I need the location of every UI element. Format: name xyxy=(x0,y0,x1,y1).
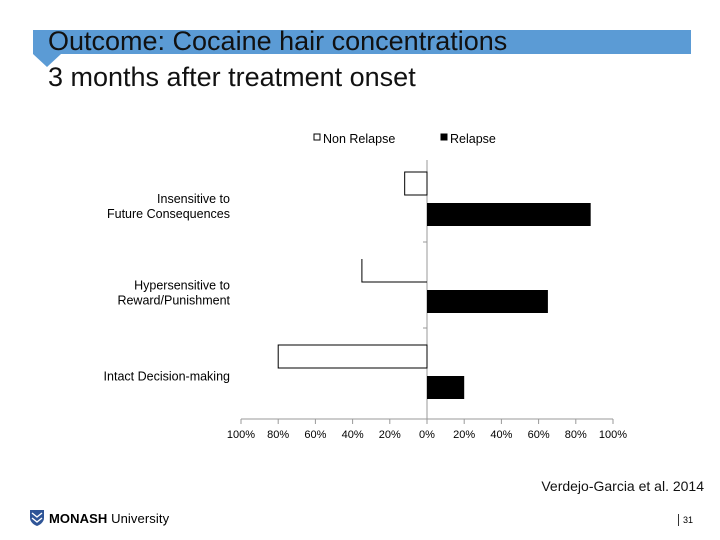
x-tick-label: 40% xyxy=(342,429,364,441)
title-highlight-bar xyxy=(33,30,691,54)
category-label: Hypersensitive to xyxy=(134,279,230,293)
x-tick-label: 60% xyxy=(304,429,326,441)
legend-label: Non Relapse xyxy=(323,132,395,146)
bar-non-relapse xyxy=(404,171,428,196)
page-number: 31 xyxy=(678,514,693,526)
legend-swatch xyxy=(440,133,448,141)
legend-swatch xyxy=(313,133,321,141)
category-label: Insensitive to xyxy=(157,192,230,206)
x-tick-label: 40% xyxy=(490,429,512,441)
x-tick-label: 0% xyxy=(419,429,435,441)
citation: Verdejo-Garcia et al. 2014 xyxy=(541,478,704,494)
bar-relapse xyxy=(427,376,465,399)
bar-relapse xyxy=(427,203,591,226)
title-pointer-shape xyxy=(33,54,61,67)
x-tick-label: 100% xyxy=(599,429,627,441)
slide-title-line-1: Outcome: Cocaine hair concentrations xyxy=(48,26,508,56)
slide-title-line-2: 3 months after treatment onset xyxy=(48,62,416,92)
bar-relapse xyxy=(427,290,548,313)
x-tick-label: 20% xyxy=(453,429,475,441)
bar-non-relapse xyxy=(361,259,427,283)
bar-non-relapse xyxy=(277,344,428,369)
x-tick-label: 60% xyxy=(528,429,550,441)
x-tick-label: 100% xyxy=(227,429,255,441)
legend-label: Relapse xyxy=(450,132,496,146)
x-tick-label: 80% xyxy=(565,429,587,441)
x-tick-label: 80% xyxy=(267,429,289,441)
monash-logo: MONASH University xyxy=(29,509,169,527)
category-label: Reward/Punishment xyxy=(117,294,230,308)
logo-wordmark: MONASH University xyxy=(49,510,170,526)
category-label: Intact Decision-making xyxy=(104,370,230,384)
monash-shield-icon xyxy=(30,510,44,526)
category-label: Future Consequences xyxy=(107,207,230,221)
x-tick-label: 20% xyxy=(379,429,401,441)
